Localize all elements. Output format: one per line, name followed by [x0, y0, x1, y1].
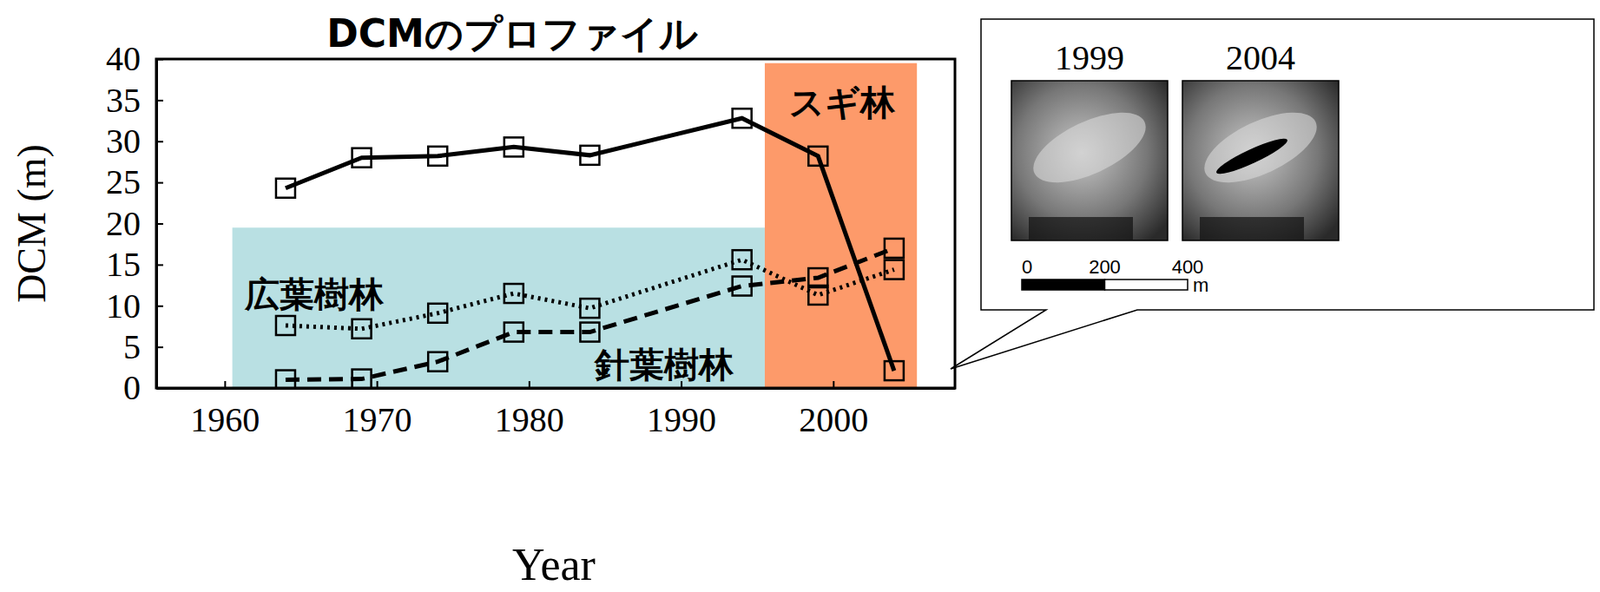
title: DCMのプロファイル [326, 11, 698, 56]
y-tick-label: 30 [105, 121, 141, 161]
inset-image-texture [1028, 217, 1133, 240]
marker [427, 303, 448, 323]
shaded-region [232, 227, 765, 389]
y-tick: 40 [105, 39, 164, 79]
plot-frame [156, 59, 955, 389]
y-tick-label: 40 [105, 39, 141, 79]
marker [276, 178, 296, 198]
y-tick: 25 [105, 162, 164, 202]
y-tick-label: 15 [105, 244, 141, 284]
y-axis: 0510152025303540 [105, 39, 164, 408]
marker [352, 369, 372, 389]
inset-image-area [1011, 80, 1168, 241]
inset-image-texture [1194, 98, 1327, 198]
inset-image-area [1182, 80, 1339, 241]
x-axis-title: Year [512, 539, 596, 590]
regions [232, 63, 918, 389]
y-tick-label: 10 [105, 286, 141, 326]
marker [504, 322, 524, 343]
y-tick: 30 [105, 121, 164, 161]
x-tick: 1980 [494, 381, 565, 440]
x-tick-label: 1990 [646, 400, 717, 440]
marker [276, 316, 296, 336]
series-group [276, 108, 904, 389]
marker [579, 145, 600, 165]
inset-title: 2004 [1225, 38, 1296, 78]
y-tick-label: 20 [105, 204, 141, 244]
x-tick-label: 1970 [342, 400, 413, 440]
inset-image-texture [1199, 217, 1304, 240]
x-axis: 1960 1970 1980 1990 2000 [157, 381, 956, 440]
scale-bar-segment [1021, 279, 1106, 290]
marker [808, 146, 828, 166]
marker [276, 370, 296, 389]
x-tick-label: 1960 [190, 400, 260, 440]
x-tick: 1970 [342, 381, 413, 440]
marker [808, 268, 828, 288]
marker [427, 146, 448, 166]
marker [884, 361, 904, 381]
marker [884, 260, 904, 280]
x-tick: 1990 [646, 381, 717, 440]
marker [504, 283, 524, 303]
x-tick: 2000 [798, 381, 869, 440]
series-label: スギ林 [789, 82, 896, 123]
marker [352, 319, 372, 339]
scale-bar-label: 200 [1088, 256, 1121, 278]
x-tick-label: 2000 [798, 400, 869, 440]
inset-image [1182, 80, 1339, 241]
inset-image [1011, 80, 1168, 241]
y-tick: 35 [105, 80, 164, 120]
callout [950, 19, 1594, 369]
series-label: 広葉樹林 [243, 274, 385, 315]
x-tick: 1960 [190, 381, 260, 440]
y-tick-label: 35 [105, 80, 141, 120]
y-tick-label: 0 [123, 368, 141, 408]
scale-bar-label: 0 [1021, 256, 1033, 278]
y-tick-label: 25 [105, 162, 141, 202]
inset-image-texture [1023, 98, 1156, 198]
y-tick-label: 5 [123, 327, 141, 367]
chart: 196019701980199020000510152025303540スギ林広… [0, 0, 1600, 592]
marker [579, 322, 600, 343]
marker [732, 276, 752, 297]
marker [352, 148, 372, 168]
inset-image-texture [1213, 133, 1291, 180]
y-tick: 10 [105, 286, 164, 326]
y-tick: 15 [105, 244, 164, 284]
marker [732, 250, 752, 270]
y-axis-title: DCM (m) [9, 144, 54, 303]
scale-bar-segment [1105, 279, 1189, 290]
x-tick-label: 1980 [494, 400, 565, 440]
y-tick: 20 [105, 204, 164, 244]
inset-title: 1999 [1054, 38, 1125, 78]
marker [504, 137, 524, 157]
series-label: 針葉樹林 [593, 344, 735, 385]
marker [732, 108, 752, 128]
marker [579, 298, 600, 318]
marker [427, 352, 448, 372]
marker [884, 238, 904, 258]
scale-bar-unit: m [1192, 274, 1209, 297]
